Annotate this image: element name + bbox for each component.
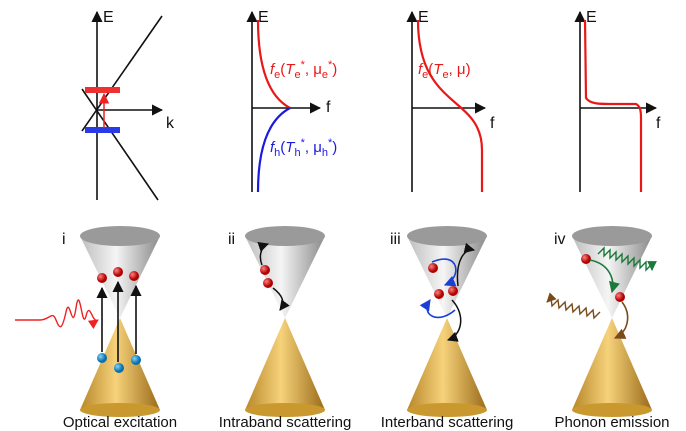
axis-label: f [490, 115, 495, 132]
formula-part: , μ [305, 139, 322, 156]
distribution-plot: E f fe(Te, μ) [412, 9, 495, 192]
axis-label: f [326, 99, 331, 116]
panel-label: iv [554, 231, 566, 248]
axis-label: E [586, 9, 597, 26]
formula-part: ) [332, 61, 337, 78]
caption: Optical excitation [63, 414, 177, 431]
page: E k E f fe(Te*, μe*) fh(Th*, μh*) E f fe… [0, 0, 686, 431]
dirac-cone [80, 226, 160, 417]
panel-label: iii [390, 231, 401, 248]
formula: fh(Th*, μh*) [270, 137, 337, 159]
caption: Intraband scattering [219, 414, 352, 431]
axis-label: f [656, 115, 661, 132]
distribution-plot: E f [580, 9, 661, 192]
panel-label: i [62, 231, 66, 248]
formula-part: , μ [305, 61, 322, 78]
band-plot: E k [82, 9, 175, 200]
caption: Phonon emission [554, 414, 669, 431]
axis-label: E [103, 9, 114, 26]
distribution-plot: E f fe(Te*, μe*) fh(Th*, μh*) [252, 9, 337, 192]
formula: fe(Te*, μe*) [270, 59, 337, 81]
dirac-cone [245, 226, 325, 417]
axis-label: E [258, 9, 269, 26]
panel-label: ii [228, 231, 235, 248]
figure: E k E f fe(Te*, μe*) fh(Th*, μh*) E f fe… [0, 0, 686, 431]
caption: Interband scattering [381, 414, 514, 431]
formula-part: ) [332, 139, 337, 156]
formula-part: , μ) [449, 61, 471, 78]
axis-label: k [166, 115, 175, 132]
dirac-cone [407, 226, 487, 417]
axis-label: E [418, 9, 429, 26]
